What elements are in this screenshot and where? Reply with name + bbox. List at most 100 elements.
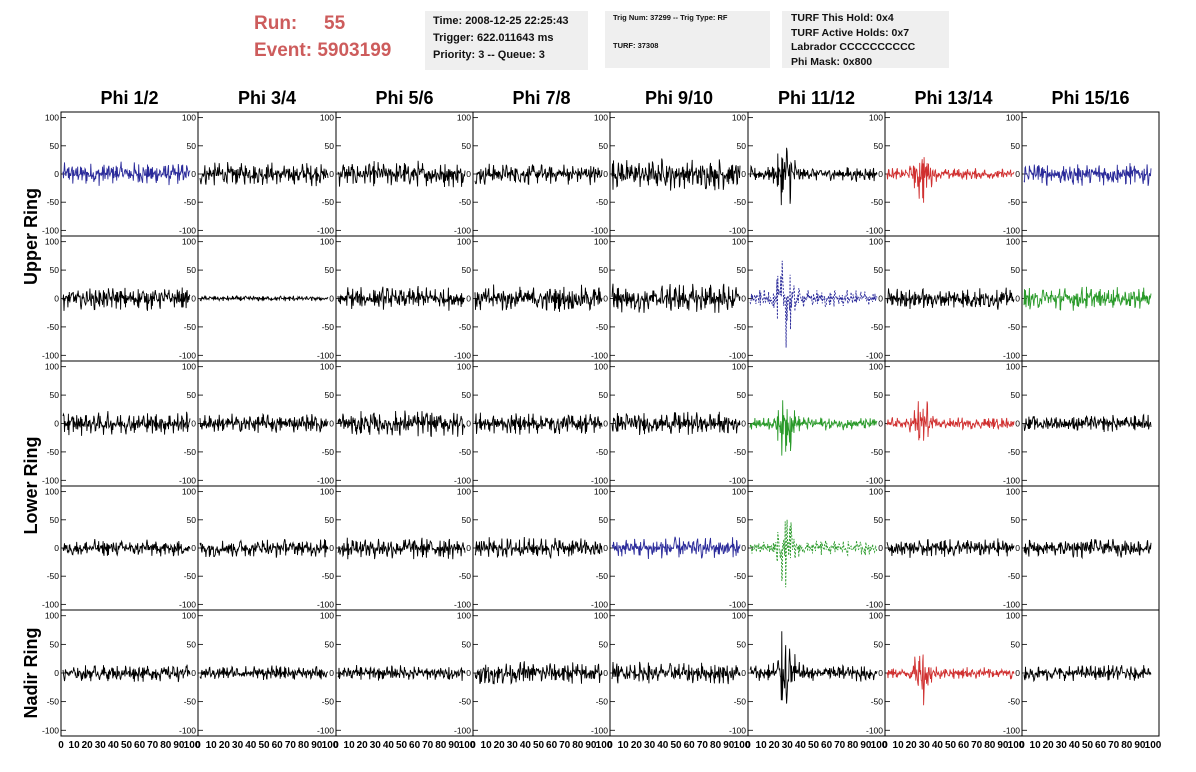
y-tick-label: -50	[1008, 571, 1021, 581]
y-tick-label: 50	[599, 390, 609, 400]
x-tick-label: 20	[219, 740, 231, 751]
priority-text: Priority: 3 -- Queue: 3	[433, 49, 545, 61]
y-tick-label: -50	[871, 697, 884, 707]
y-tick-label: -100	[42, 475, 59, 485]
y-tick-label: -100	[866, 725, 883, 735]
event-label: Event:	[254, 40, 313, 61]
y-tick-label: -50	[871, 322, 884, 332]
y-tick-label: -100	[179, 475, 196, 485]
waveform-line	[474, 536, 603, 560]
x-tick-label: 20	[769, 740, 781, 751]
waveform-line	[474, 163, 603, 186]
y-tick-label: -50	[734, 447, 747, 457]
x-tick-label: 90	[585, 740, 597, 751]
x-tick-label: 50	[258, 740, 270, 751]
y-tick-label: 100	[457, 237, 471, 247]
x-tick-label: 30	[95, 740, 107, 751]
y-tick-label: 0	[1015, 294, 1020, 304]
waveform-line	[1023, 538, 1152, 560]
y-tick-label: -100	[317, 475, 334, 485]
y-tick-label: -50	[459, 697, 472, 707]
y-tick-label: -50	[596, 447, 609, 457]
y-tick-label: 100	[732, 237, 746, 247]
y-tick-label: 50	[874, 390, 884, 400]
y-tick-label: -50	[322, 322, 335, 332]
waveform-line	[749, 519, 878, 588]
y-tick-label: -100	[42, 350, 59, 360]
y-tick-label: 0	[191, 169, 196, 179]
column-header: Phi 9/10	[645, 88, 713, 108]
x-tick-label: 20	[82, 740, 94, 751]
y-tick-label: 50	[874, 265, 884, 275]
y-tick-label: 100	[869, 113, 883, 123]
y-tick-label: -50	[871, 197, 884, 207]
x-tick-label: 10	[69, 740, 81, 751]
waveform-line	[474, 661, 603, 685]
y-tick-label: 50	[599, 265, 609, 275]
y-tick-label: 100	[594, 362, 608, 372]
waveform-line	[337, 410, 466, 437]
y-tick-label: 50	[187, 639, 197, 649]
y-tick-label: 0	[1015, 419, 1020, 429]
y-tick-label: 100	[594, 237, 608, 247]
y-tick-label: 100	[45, 487, 59, 497]
y-tick-label: 0	[329, 543, 334, 553]
y-tick-label: -100	[591, 599, 608, 609]
x-tick-label: 40	[657, 740, 669, 751]
y-tick-label: -100	[317, 225, 334, 235]
y-tick-label: -50	[184, 571, 197, 581]
y-tick-label: -100	[1003, 725, 1020, 735]
x-tick-label: 80	[572, 740, 584, 751]
waveform-line	[749, 631, 878, 704]
y-tick-label: 0	[878, 294, 883, 304]
x-tick-label: 80	[160, 740, 172, 751]
column-header: Phi 15/16	[1051, 88, 1129, 108]
y-tick-label: 100	[320, 113, 334, 123]
y-tick-label: 0	[1015, 668, 1020, 678]
y-tick-label: 50	[874, 515, 884, 525]
run-label: Run:	[254, 13, 298, 34]
y-tick-label: 0	[191, 668, 196, 678]
y-tick-label: -50	[47, 571, 60, 581]
y-tick-label: 0	[466, 668, 471, 678]
y-tick-label: 0	[191, 543, 196, 553]
y-tick-label: -100	[729, 350, 746, 360]
y-tick-label: -50	[734, 571, 747, 581]
y-tick-label: 100	[594, 611, 608, 621]
x-tick-label: 90	[173, 740, 185, 751]
x-tick-label: 0	[333, 740, 339, 751]
y-tick-label: -100	[454, 225, 471, 235]
x-tick-label: 30	[232, 740, 244, 751]
y-tick-label: 0	[329, 668, 334, 678]
column-header: Phi 3/4	[238, 88, 296, 108]
y-tick-label: 50	[462, 515, 472, 525]
trig-num-text: Trig Num: 37299 -- Trig Type: RF	[613, 13, 728, 22]
x-tick-label: 0	[1019, 740, 1025, 751]
y-tick-label: -100	[42, 599, 59, 609]
y-tick-label: 0	[878, 668, 883, 678]
y-tick-label: 0	[329, 419, 334, 429]
x-tick-label: 40	[520, 740, 532, 751]
y-tick-label: 50	[50, 265, 60, 275]
y-tick-label: 100	[457, 113, 471, 123]
y-tick-label: -50	[871, 447, 884, 457]
x-tick-label: 30	[1056, 740, 1068, 751]
y-tick-label: 50	[874, 141, 884, 151]
waveform-line	[199, 538, 329, 558]
y-tick-label: 100	[869, 487, 883, 497]
y-tick-label: -50	[47, 322, 60, 332]
x-tick-label: 100	[734, 740, 751, 751]
y-tick-label: 0	[466, 543, 471, 553]
column-header: Phi 1/2	[100, 88, 158, 108]
column-header: Phi 13/14	[914, 88, 992, 108]
column-header: Phi 7/8	[512, 88, 570, 108]
y-tick-label: 0	[54, 294, 59, 304]
x-tick-label: 80	[1121, 740, 1133, 751]
x-tick-label: 0	[58, 740, 64, 751]
x-tick-label: 100	[596, 740, 613, 751]
x-tick-label: 10	[481, 740, 493, 751]
x-tick-label: 10	[344, 740, 356, 751]
x-tick-label: 10	[893, 740, 905, 751]
waveform-line	[611, 661, 741, 685]
y-tick-label: 100	[594, 113, 608, 123]
